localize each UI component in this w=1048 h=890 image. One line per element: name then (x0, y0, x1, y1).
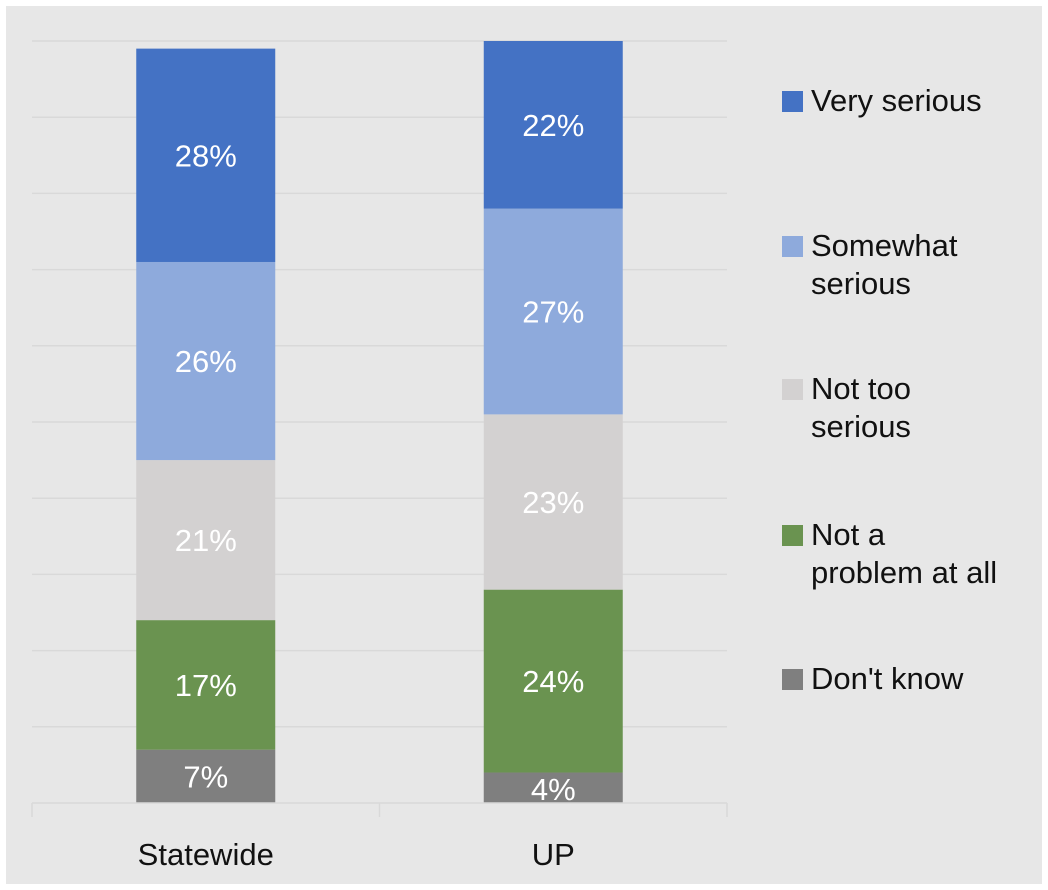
bar-segment-statewide-very-serious (136, 48, 276, 262)
legend-label-dont-know: Don't know (811, 661, 964, 696)
legend-swatch-dont-know (782, 669, 803, 690)
bar-segment-up-very-serious (483, 41, 623, 209)
bar-segment-statewide-don-t-know (136, 749, 276, 803)
category-label-up: UP (532, 837, 575, 872)
legend-label-not-too-serious: Not too serious (811, 371, 911, 444)
legend-swatch-not-too-serious (782, 379, 803, 400)
data-label-statewide-not-a-problem-at-all: 17% (175, 668, 237, 703)
data-label-statewide-very-serious: 28% (175, 138, 237, 173)
legend-label-not-a-problem-at-all: Not a problem at all (811, 517, 998, 590)
bar-segments (136, 41, 623, 803)
legend-item-not-a-problem-at-all: Not a problem at all (782, 516, 1001, 592)
category-label-statewide: Statewide (138, 837, 274, 872)
data-label-up-not-too-serious: 23% (522, 485, 584, 520)
data-label-statewide-not-too-serious: 21% (175, 523, 237, 558)
legend-item-somewhat-serious: Somewhat serious (782, 227, 1011, 303)
stacked-bar-chart: 7% 17% 21% 26% 28% 4% 24% 23% 27% 22% Statewide UP (31, 40, 728, 872)
legend-item-not-too-serious: Not too serious (782, 370, 1011, 446)
legend-item-very-serious: Very serious (782, 82, 1011, 120)
legend-swatch-very-serious (782, 91, 803, 112)
bar-segment-up-don-t-know (483, 772, 623, 803)
bar-segment-up-not-a-problem-at-all (483, 589, 623, 773)
legend-swatch-not-a-problem-at-all (782, 525, 803, 546)
data-label-up-somewhat-serious: 27% (522, 295, 584, 330)
chart-panel: 7% 17% 21% 26% 28% 4% 24% 23% 27% 22% Statewide UP… (6, 6, 1042, 884)
legend-label-very-serious: Very serious (811, 83, 982, 118)
data-label-up-very-serious: 22% (522, 108, 584, 143)
data-label-statewide-don-t-know: 7% (183, 759, 228, 794)
bar-segment-up-somewhat-serious (483, 208, 623, 415)
legend-label-somewhat-serious: Somewhat serious (811, 228, 958, 301)
bar-segment-statewide-not-too-serious (136, 460, 276, 621)
data-labels: 7% 17% 21% 26% 28% 4% 24% 23% 27% 22% (175, 108, 585, 807)
data-label-up-don-t-know: 4% (531, 772, 576, 807)
data-label-up-not-a-problem-at-all: 24% (522, 664, 584, 699)
bar-segment-statewide-somewhat-serious (136, 261, 276, 461)
bar-segment-up-not-too-serious (483, 414, 623, 590)
legend-swatch-somewhat-serious (782, 236, 803, 257)
data-label-statewide-somewhat-serious: 26% (175, 344, 237, 379)
bar-segment-statewide-not-a-problem-at-all (136, 620, 276, 750)
legend-item-dont-know: Don't know (782, 660, 1011, 698)
x-axis: Statewide UP (31, 802, 728, 872)
